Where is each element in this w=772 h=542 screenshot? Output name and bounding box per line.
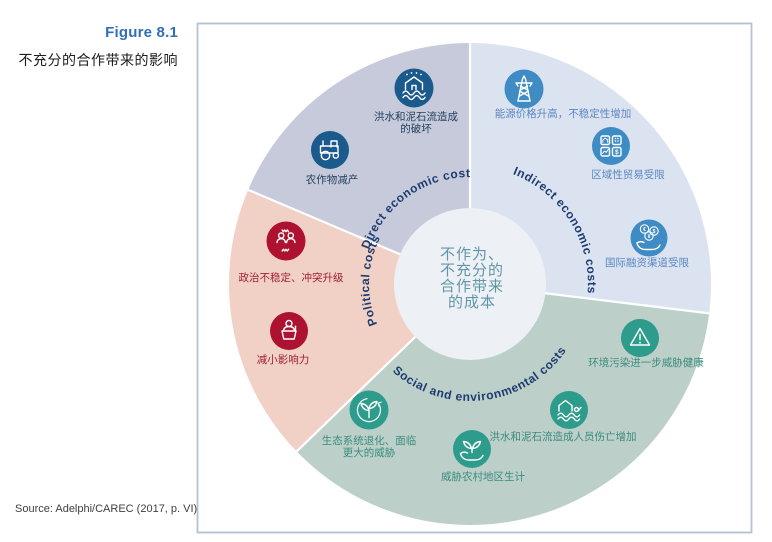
figure-header: Figure 8.1 不充分的合作带来的影响: [18, 24, 178, 70]
figure-title: 不充分的合作带来的影响: [18, 54, 178, 69]
power-tower-icon: [504, 69, 544, 109]
svg-text:合作带来: 合作带来: [440, 278, 504, 295]
caption-ecosystem-degradation-2: 更大的威胁: [343, 446, 396, 459]
caption-pollution-health: 环境污染进一步威胁健康: [588, 356, 704, 369]
conflict-icon: [266, 221, 306, 261]
source-note: Source: Adelphi/CAREC (2017, p. VI).: [15, 503, 201, 515]
warning-icon: [621, 319, 659, 357]
caption-international-financing: 国际融资渠道受限: [605, 256, 689, 269]
flood-casualty-icon: [550, 391, 588, 429]
financing-icon: € $ ¥: [630, 219, 668, 257]
svg-text:$: $: [653, 229, 656, 235]
caption-flood-damage: 洪水和泥石流造成: [374, 110, 458, 123]
center-text: 不作为、 不充分的 合作带来 的成本: [440, 246, 504, 311]
caption-crop-loss: 农作物减产: [306, 173, 359, 186]
caption-rural-livelihoods: 威胁农村地区生计: [441, 470, 525, 483]
svg-text:¥: ¥: [648, 234, 651, 240]
caption-flood-casualties: 洪水和泥石流造成人员伤亡增加: [490, 430, 637, 443]
figure-number: Figure 8.1: [105, 24, 178, 41]
trade-grid-icon: $: [592, 127, 630, 165]
caption-energy-prices: 能源价格升高，不稳定性增加: [495, 107, 632, 120]
svg-text:不充分的: 不充分的: [440, 262, 504, 279]
flood-damage-icon: [394, 68, 434, 108]
sector-social-environmental: [296, 284, 710, 525]
svg-text:的成本: 的成本: [448, 294, 496, 311]
ecosystem-icon: [349, 390, 389, 430]
caption-flood-damage-2: 的破坏: [400, 122, 432, 135]
caption-reduced-influence: 减小影响力: [257, 353, 310, 366]
caption-ecosystem-degradation: 生态系统退化、面临: [322, 434, 417, 447]
svg-text:不作为、: 不作为、: [440, 246, 504, 263]
center-circle: [394, 208, 546, 360]
caption-political-instability: 政治不稳定、冲突升级: [239, 271, 344, 284]
livelihood-icon: [453, 430, 491, 468]
svg-text:€: €: [643, 227, 646, 233]
caption-regional-trade: 区域性贸易受限: [591, 168, 665, 181]
tractor-icon: [311, 131, 349, 169]
svg-text:$: $: [615, 149, 619, 156]
speaker-icon: [270, 312, 308, 350]
